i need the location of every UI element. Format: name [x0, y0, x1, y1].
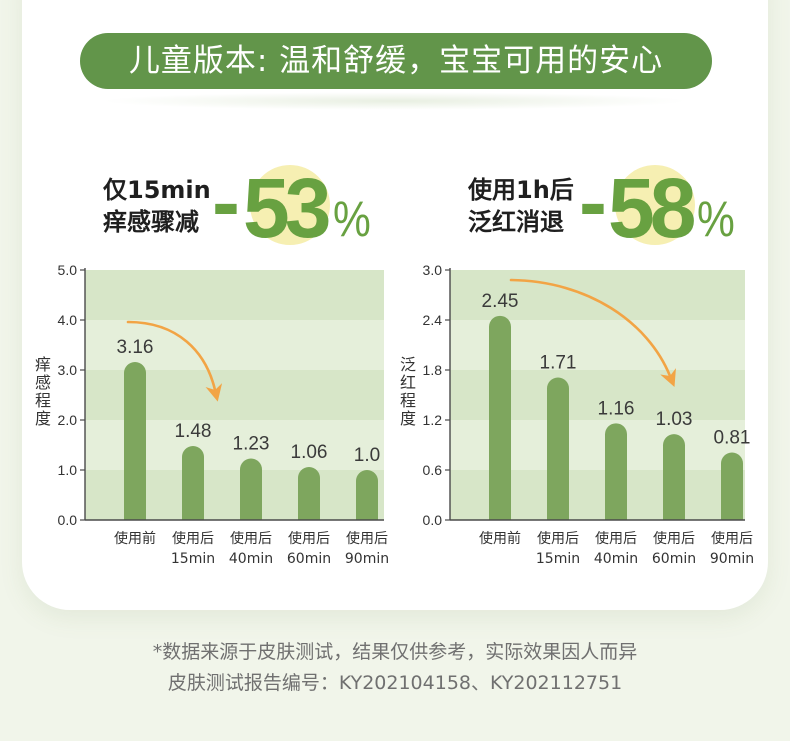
bar-value-label: 1.16: [598, 398, 635, 419]
x-category-label-line: 使用后: [288, 530, 330, 547]
bar: [124, 362, 146, 520]
y-tick-label: 3.0: [58, 362, 78, 378]
x-category-label-line: 90min: [345, 551, 389, 567]
y-tick-label: 1.8: [423, 362, 443, 378]
bar: [547, 377, 569, 520]
bar: [489, 315, 511, 520]
bar: [663, 434, 685, 520]
x-category-label: 使用后 90min: [710, 530, 754, 567]
x-category-label-line: 60min: [652, 551, 696, 567]
redness-reduction-sign: -: [579, 155, 607, 249]
y-tick-label: 2.0: [58, 412, 78, 428]
x-category-label-line: 使用后: [537, 530, 579, 547]
redness-highlight-circle: [615, 165, 695, 245]
y-tick-label: 1.0: [58, 462, 78, 478]
x-category-label-line: 使用后: [172, 530, 214, 547]
itch-highlight-circle: [250, 165, 330, 245]
data-source-note: *数据来源于皮肤测试，结果仅供参考，实际效果因人而异: [152, 641, 638, 663]
itch-highlight-caption: 仅15min 痒感骤减: [103, 174, 211, 238]
x-category-label-line: 40min: [229, 551, 273, 567]
y-tick-label: 1.2: [423, 412, 443, 428]
itch-reduction-value: 53: [243, 161, 331, 255]
x-category-label-line: 60min: [287, 551, 331, 567]
x-category-label: 使用后 60min: [652, 530, 696, 567]
x-category-label: 使用后 40min: [229, 530, 273, 567]
y-tick-label: 2.4: [423, 312, 443, 328]
trend-arrow-right: [509, 278, 676, 388]
y-tick-label: 5.0: [58, 262, 78, 278]
itch-level-chart: 0.0 1.0 2.0 3.0 4.0 5.0 3.16 使用前 1.48 使用后 15min 1.2…: [58, 262, 390, 567]
x-category-label: 使用后 90min: [345, 530, 389, 567]
x-category-label-line: 使用后: [230, 530, 272, 547]
y-tick-label: 0.0: [58, 512, 78, 528]
y-tick-label: 4.0: [58, 312, 78, 328]
itch-highlight-line2: 痒感骤减: [103, 208, 199, 236]
itch-reduction-sign: -: [212, 155, 240, 249]
bar: [182, 446, 204, 520]
bar-value-label: 1.0: [354, 445, 380, 466]
redness-level-chart: 0.0 0.6 1.2 1.8 2.4 3.0 2.45 使用前 1.71 使用后 15min 1.1…: [423, 262, 755, 567]
test-report-numbers: 皮肤测试报告编号：KY202104158、KY202112751: [167, 672, 623, 694]
y-tick-label: 3.0: [423, 262, 443, 278]
plot-band: [85, 320, 384, 370]
x-category-label-line: 15min: [171, 551, 215, 567]
bar-value-label: 2.45: [482, 291, 519, 312]
redness-y-axis-title: 泛红程度: [397, 356, 416, 428]
bar-value-label: 1.48: [175, 421, 212, 442]
y-tick-label: 0.0: [423, 512, 443, 528]
bar: [356, 470, 378, 520]
x-category-label-line: 15min: [536, 551, 580, 567]
bar: [298, 467, 320, 520]
x-category-label-line: 90min: [710, 551, 754, 567]
plot-band: [85, 270, 384, 320]
bar: [240, 458, 262, 520]
bar-value-label: 1.23: [233, 434, 270, 455]
y-tick-label: 0.6: [423, 462, 443, 478]
x-category-label-line: 使用后: [595, 530, 637, 547]
title-banner-text: 儿童版本: 温和舒缓，宝宝可用的安心: [128, 43, 664, 79]
redness-highlight-line2: 泛红消退: [468, 208, 564, 236]
redness-highlight-line1: 使用1h后: [468, 176, 574, 204]
itch-highlight-line1: 仅15min: [103, 176, 211, 204]
x-category-label: 使用后 15min: [171, 530, 215, 567]
x-category-label: 使用后 40min: [594, 530, 638, 567]
itch-y-axis-title: 痒感程度: [32, 356, 51, 428]
title-banner: 儿童版本: 温和舒缓，宝宝可用的安心: [80, 33, 712, 89]
x-category-label: 使用后 60min: [287, 530, 331, 567]
x-category-label: 使用前: [114, 530, 156, 547]
bar-value-label: 3.16: [117, 337, 154, 358]
plot-band: [450, 270, 745, 320]
x-category-label-line: 使用后: [346, 530, 388, 547]
x-category-label-line: 使用前: [114, 530, 156, 547]
bar-value-label: 1.03: [656, 409, 693, 430]
bar-value-label: 1.06: [291, 442, 328, 463]
bar: [605, 423, 627, 520]
bar-value-label: 1.71: [540, 353, 577, 374]
x-category-label: 使用后 15min: [536, 530, 580, 567]
title-banner-glow: [100, 92, 690, 110]
redness-reduction-percent: %: [697, 191, 735, 247]
x-category-label: 使用前: [479, 530, 521, 547]
x-category-label-line: 使用后: [653, 530, 695, 547]
redness-highlight-caption: 使用1h后 泛红消退: [468, 174, 574, 238]
x-category-label-line: 使用后: [711, 530, 753, 547]
bar-value-label: 0.81: [714, 428, 751, 449]
trend-arrow-left: [126, 320, 223, 402]
x-category-label-line: 40min: [594, 551, 638, 567]
bar: [721, 452, 743, 520]
redness-reduction-value: 58: [608, 161, 696, 255]
x-category-label-line: 使用前: [479, 530, 521, 547]
itch-reduction-percent: %: [333, 191, 371, 247]
